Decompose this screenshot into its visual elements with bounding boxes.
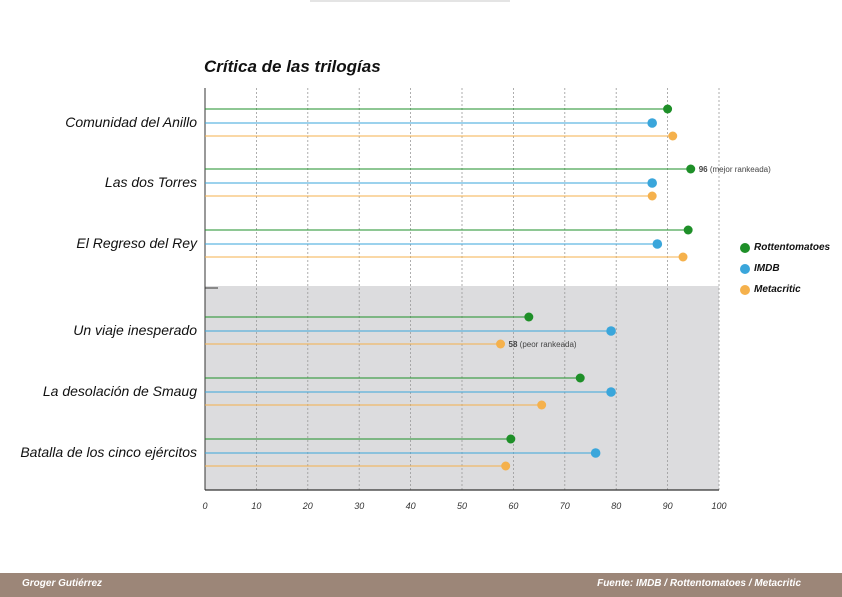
top-divider (310, 0, 510, 2)
series-point (647, 178, 657, 188)
series-point (590, 448, 601, 458)
legend: Rottentomatoes IMDB Metacritic (740, 237, 830, 300)
series-point (663, 104, 673, 114)
legend-item-rottentomatoes: Rottentomatoes (740, 237, 830, 258)
legend-item-metacritic: Metacritic (740, 279, 830, 300)
legend-label-metacritic: Metacritic (754, 284, 801, 295)
series-point (686, 164, 696, 174)
x-tick-label: 10 (251, 501, 261, 511)
legend-label-imdb: IMDB (754, 263, 780, 274)
series-point (678, 252, 688, 262)
series-point (575, 373, 585, 383)
series-point (647, 118, 657, 128)
category-label: Comunidad del Anillo (65, 114, 197, 130)
series-point (606, 387, 616, 397)
series-point (537, 400, 547, 410)
series-point (652, 239, 663, 249)
footer-bar: Groger Gutiérrez Fuente: IMDB / Rottento… (0, 573, 842, 597)
category-label: Las dos Torres (105, 174, 197, 190)
x-tick-label: 30 (354, 501, 364, 511)
footer-source: Fuente: IMDB / Rottentomatoes / Metacrit… (597, 578, 801, 589)
legend-dot-metacritic (740, 284, 750, 295)
x-tick-label: 90 (663, 501, 673, 511)
series-point (683, 225, 693, 235)
lollipop-chart: 0 10 20 30 40 50 60 70 80 90 100 Comunidad del Anil… (20, 88, 771, 511)
annotation-label: 58 (peor rankeada) (509, 340, 577, 349)
series-point (647, 191, 657, 201)
series-point (668, 131, 678, 141)
x-tick-label: 60 (508, 501, 518, 511)
legend-dot-imdb (740, 263, 750, 274)
x-tick-label: 20 (302, 501, 313, 511)
x-tick-label: 40 (406, 501, 416, 511)
legend-label-rottentomatoes: Rottentomatoes (754, 242, 831, 253)
x-tick-label: 0 (202, 501, 207, 511)
legend-dot-rottentomatoes (740, 242, 750, 253)
category-label: Un viaje inesperado (73, 322, 197, 338)
series-point (506, 434, 516, 444)
chart-title: Crítica de las trilogías (204, 57, 381, 76)
category-label: Batalla de los cinco ejércitos (20, 444, 197, 460)
x-tick-label: 100 (711, 501, 726, 511)
series-point (524, 312, 534, 322)
footer-author: Groger Gutiérrez (22, 578, 103, 589)
series-point (496, 339, 506, 349)
x-tick-label: 50 (457, 501, 467, 511)
category-label: El Regreso del Rey (76, 235, 198, 251)
x-tick-label: 80 (611, 501, 621, 511)
annotation-label: 96 (mejor rankeada) (699, 165, 771, 174)
series-point (501, 461, 511, 471)
series-point (606, 326, 616, 336)
legend-item-imdb: IMDB (740, 258, 830, 279)
x-tick-label: 70 (560, 501, 570, 511)
category-label: La desolación de Smaug (43, 383, 197, 399)
